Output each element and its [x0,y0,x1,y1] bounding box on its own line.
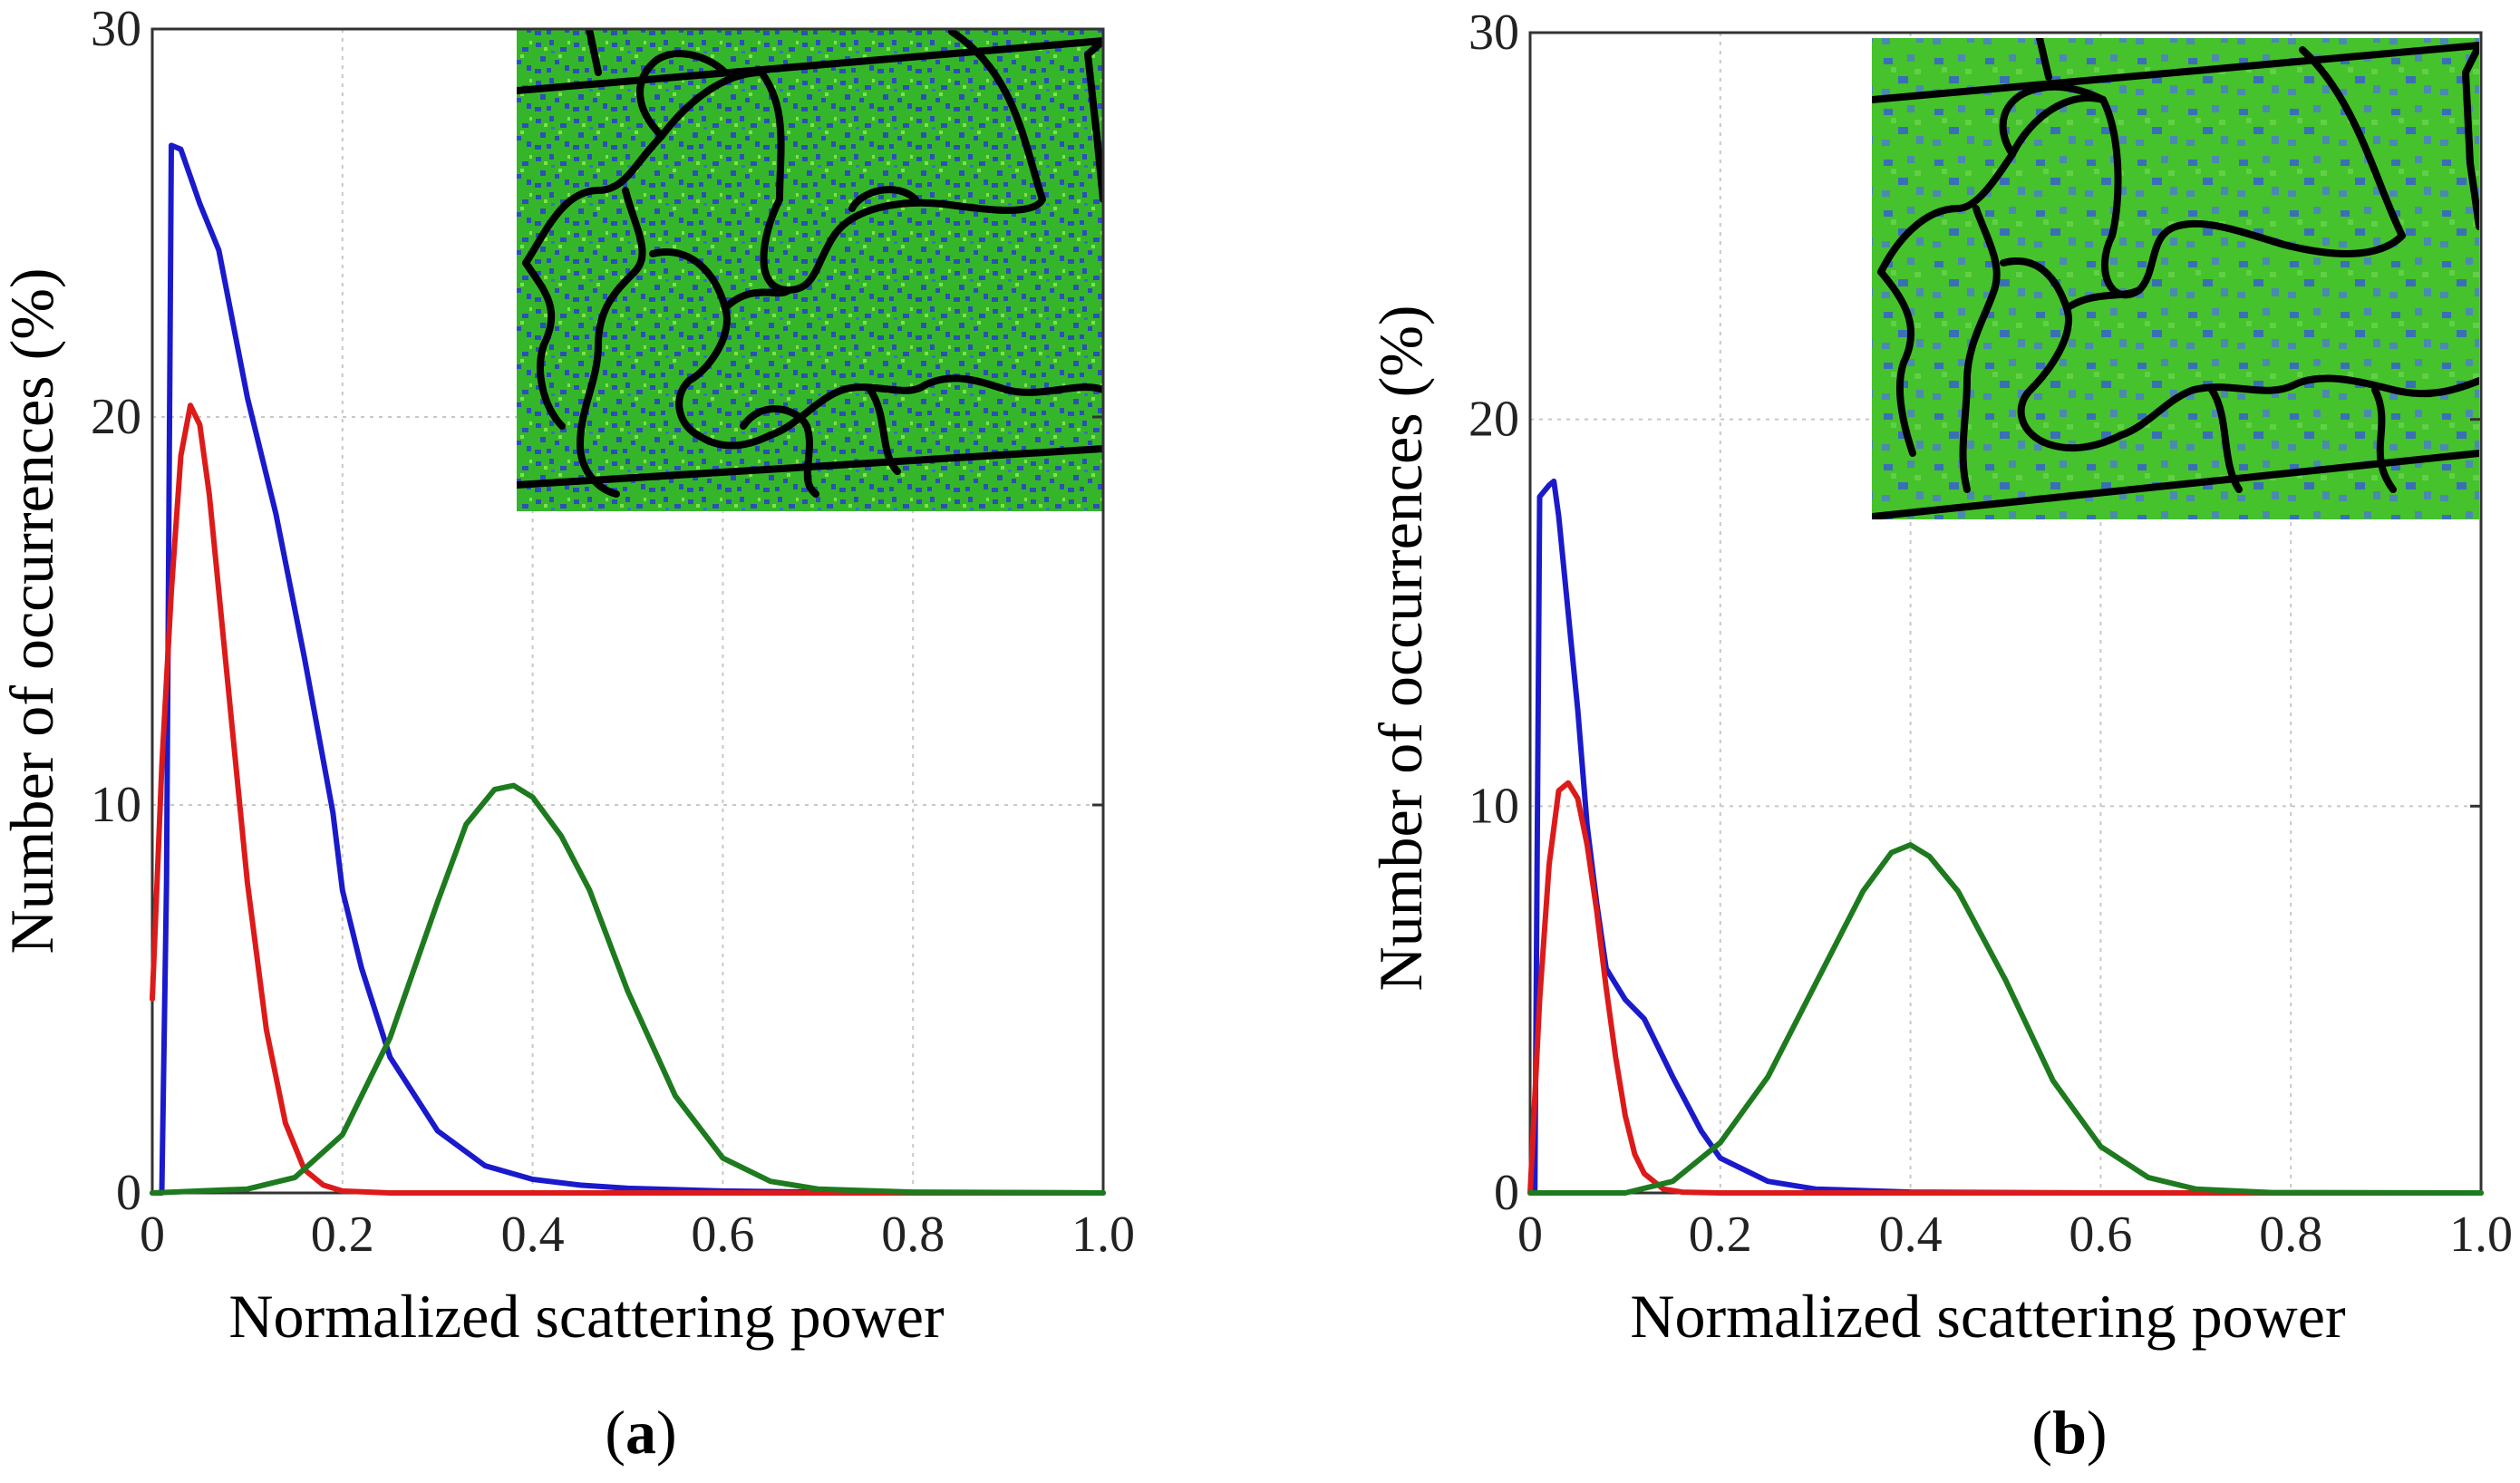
series-red-line [150,402,1106,1196]
series-lines [150,142,1106,1196]
panel-label: (b) [2031,1398,2107,1467]
chart-panel-b: 0 10 20 30 0 0.2 0.4 0.6 0.8 1.0 Normalized scat… [1366,5,2513,1467]
x-tick-label: 0.2 [311,1207,374,1263]
y-tick-label: 0 [1494,1165,1519,1221]
x-axis-label: Normalized scattering power [228,1282,945,1351]
y-axis-label: Number of occurrences (%) [0,267,66,954]
series-green-line [150,782,1106,1196]
panel-label: (a) [605,1398,676,1467]
chart-panel-a: 0 10 20 30 0 0.2 0.4 0.6 0.8 1.0 Normalized scat… [0,1,1135,1467]
y-tick-label: 0 [116,1165,141,1221]
y-axis-label: Number of occurrences (%) [1366,305,1435,991]
y-tick-label: 20 [1468,392,1519,448]
series-blue-line [1527,478,2484,1196]
x-tick-label: 0.8 [2259,1207,2322,1263]
x-tick-label: 0.4 [1879,1207,1943,1263]
x-tick-label: 0 [140,1207,165,1263]
x-axis-label: Normalized scattering power [1630,1282,2346,1351]
grid-lines [152,29,1103,1193]
x-tick-label: 1.0 [2449,1207,2513,1263]
series-blue-line [150,142,1106,1196]
y-tick-label: 10 [91,777,141,833]
y-tick-label: 30 [91,1,141,57]
y-tick-labels: 0 10 20 30 [1468,5,2481,1221]
x-tick-label: 1.0 [1071,1207,1135,1263]
series-green-line [1527,842,2484,1196]
series-red-line [1527,780,2484,1196]
series-lines [1527,478,2484,1196]
inset-classification-map [1872,38,2479,519]
x-tick-label: 0 [1517,1207,1543,1263]
inset-classification-map [517,29,1103,511]
x-tick-label: 0.8 [881,1207,945,1263]
x-tick-labels: 0 0.2 0.4 0.6 0.8 1.0 [140,1207,1135,1263]
x-tick-label: 0.6 [691,1207,754,1263]
x-tick-label: 0.6 [2069,1207,2132,1263]
y-tick-label: 10 [1468,778,1519,834]
y-tick-labels: 0 10 20 30 [91,1,1103,1221]
y-tick-label: 30 [1468,5,1519,61]
x-tick-label: 0.4 [501,1207,565,1263]
y-tick-label: 20 [91,389,141,445]
x-tick-labels: 0 0.2 0.4 0.6 0.8 1.0 [1517,1207,2513,1263]
x-tick-label: 0.2 [1689,1207,1752,1263]
